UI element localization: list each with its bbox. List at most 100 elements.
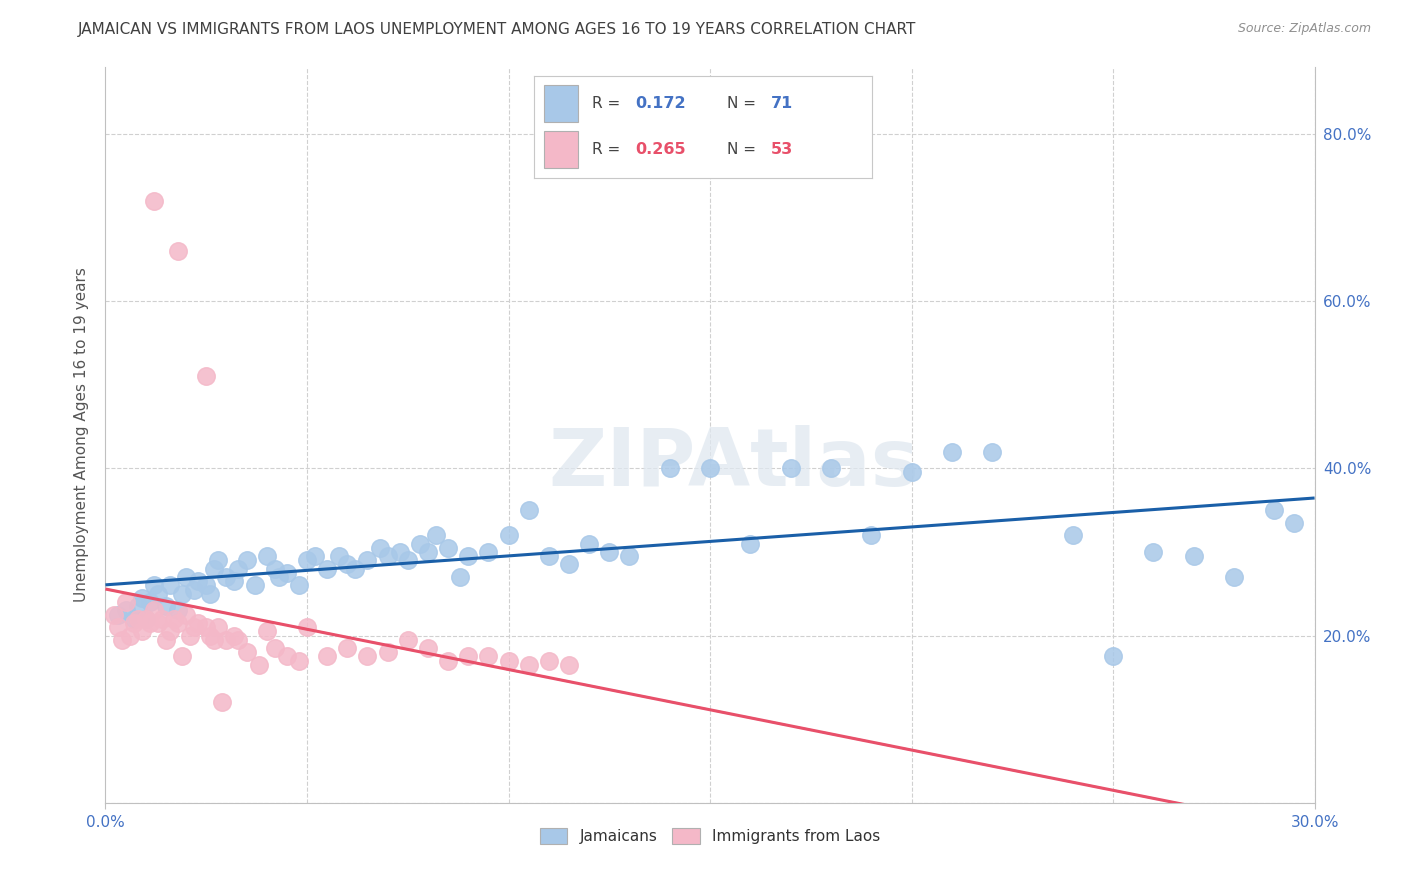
- Point: [256, 624, 278, 639]
- Point: [146, 587, 169, 601]
- Point: [159, 624, 181, 639]
- Text: R =: R =: [592, 142, 624, 157]
- Point: [304, 549, 326, 563]
- Point: [1142, 545, 1164, 559]
- Point: [167, 615, 190, 630]
- Point: [183, 582, 205, 597]
- Point: [202, 632, 225, 647]
- Point: [195, 369, 218, 384]
- Point: [122, 615, 145, 630]
- Point: [127, 599, 149, 614]
- Point: [114, 603, 136, 617]
- Point: [159, 578, 181, 592]
- Text: ZIPAtlas: ZIPAtlas: [548, 425, 920, 503]
- Point: [135, 612, 157, 626]
- Point: [425, 528, 447, 542]
- Point: [449, 570, 471, 584]
- Text: JAMAICAN VS IMMIGRANTS FROM LAOS UNEMPLOYMENT AMONG AGES 16 TO 19 YEARS CORRELAT: JAMAICAN VS IMMIGRANTS FROM LAOS UNEMPLO…: [77, 22, 915, 37]
- Point: [224, 574, 246, 589]
- Point: [215, 632, 238, 647]
- Point: [235, 645, 257, 659]
- Point: [1182, 549, 1205, 563]
- Point: [344, 562, 367, 576]
- Point: [779, 461, 801, 475]
- Point: [200, 628, 222, 642]
- Point: [195, 578, 218, 592]
- Point: [167, 603, 190, 617]
- Point: [316, 562, 339, 576]
- Text: Source: ZipAtlas.com: Source: ZipAtlas.com: [1237, 22, 1371, 36]
- Point: [457, 549, 479, 563]
- Point: [396, 553, 419, 567]
- Point: [276, 566, 298, 580]
- Point: [139, 615, 162, 630]
- Point: [409, 536, 432, 550]
- Point: [228, 632, 250, 647]
- Point: [416, 641, 439, 656]
- Point: [1102, 649, 1125, 664]
- Point: [900, 466, 922, 480]
- Point: [981, 444, 1004, 458]
- Point: [131, 591, 153, 605]
- Point: [170, 587, 193, 601]
- Point: [477, 545, 499, 559]
- Point: [215, 570, 238, 584]
- Point: [437, 654, 460, 668]
- Point: [558, 558, 581, 572]
- Point: [598, 545, 620, 559]
- Point: [243, 578, 266, 592]
- Point: [558, 657, 581, 672]
- Point: [135, 612, 157, 626]
- Point: [118, 628, 141, 642]
- Point: [200, 587, 222, 601]
- Point: [131, 624, 153, 639]
- Point: [537, 549, 560, 563]
- Point: [619, 549, 641, 563]
- Point: [170, 649, 193, 664]
- Text: 53: 53: [770, 142, 793, 157]
- Point: [263, 641, 285, 656]
- Point: [247, 657, 270, 672]
- Point: [235, 553, 257, 567]
- Point: [537, 654, 560, 668]
- Bar: [544, 85, 578, 122]
- Point: [377, 645, 399, 659]
- Point: [498, 528, 520, 542]
- Point: [207, 553, 229, 567]
- Point: [658, 461, 681, 475]
- Point: [295, 620, 318, 634]
- Point: [356, 553, 378, 567]
- Point: [336, 641, 359, 656]
- Point: [155, 599, 177, 614]
- Point: [150, 612, 173, 626]
- Point: [740, 536, 762, 550]
- Point: [224, 628, 246, 642]
- Point: [498, 654, 520, 668]
- Point: [316, 649, 339, 664]
- Point: [107, 620, 129, 634]
- Point: [127, 612, 149, 626]
- Point: [368, 541, 391, 555]
- Text: 0.172: 0.172: [636, 96, 686, 111]
- Point: [1284, 516, 1306, 530]
- Point: [457, 649, 479, 664]
- Legend: Jamaicans, Immigrants from Laos: Jamaicans, Immigrants from Laos: [533, 822, 887, 850]
- Point: [416, 545, 439, 559]
- Point: [517, 657, 540, 672]
- Point: [163, 612, 186, 626]
- Bar: [544, 131, 578, 168]
- Point: [107, 607, 129, 622]
- Point: [396, 632, 419, 647]
- Point: [1263, 503, 1285, 517]
- Point: [941, 444, 963, 458]
- Point: [328, 549, 350, 563]
- Point: [207, 620, 229, 634]
- Point: [211, 696, 233, 710]
- Y-axis label: Unemployment Among Ages 16 to 19 years: Unemployment Among Ages 16 to 19 years: [75, 268, 90, 602]
- Point: [517, 503, 540, 517]
- Point: [187, 615, 209, 630]
- Point: [155, 632, 177, 647]
- Point: [174, 570, 197, 584]
- Point: [110, 632, 132, 647]
- Point: [179, 628, 201, 642]
